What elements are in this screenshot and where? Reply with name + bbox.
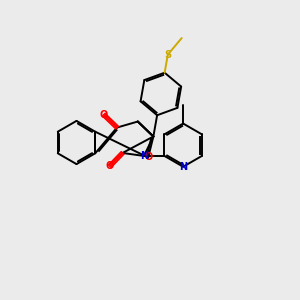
Text: N: N (179, 162, 187, 172)
Text: O: O (144, 152, 152, 163)
Text: O: O (100, 110, 108, 120)
Text: O: O (106, 161, 114, 171)
Text: N: N (140, 151, 148, 161)
Text: S: S (164, 50, 171, 60)
